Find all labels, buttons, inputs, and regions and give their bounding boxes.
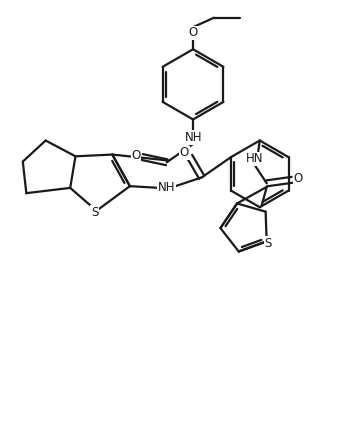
Text: NH: NH (185, 131, 203, 144)
Text: O: O (131, 149, 140, 162)
Text: NH: NH (158, 182, 176, 194)
Text: S: S (265, 236, 272, 250)
Text: O: O (188, 26, 198, 39)
Text: HN: HN (246, 152, 263, 165)
Text: O: O (294, 172, 303, 185)
Text: S: S (91, 206, 99, 219)
Text: O: O (180, 146, 189, 159)
